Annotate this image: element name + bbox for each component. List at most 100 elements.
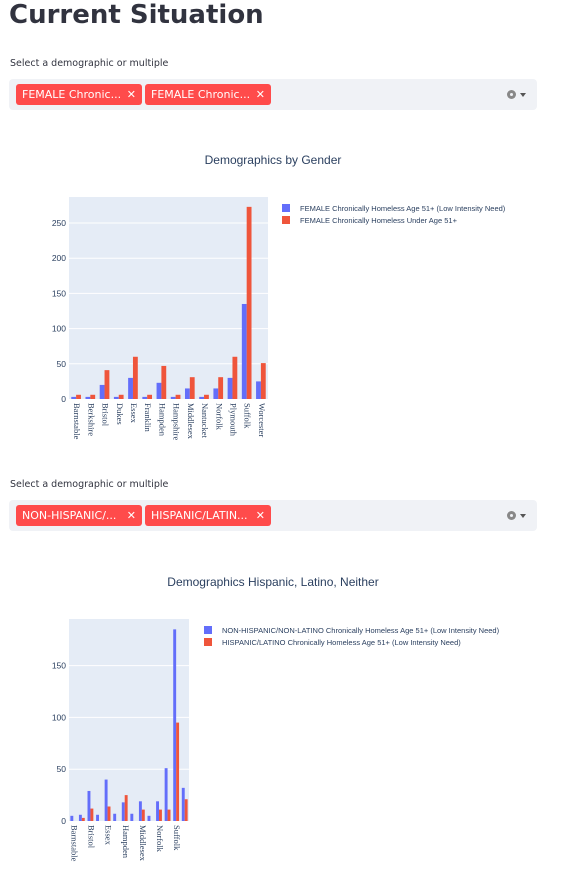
bar [156,801,159,821]
bar [218,377,224,399]
bar [175,394,181,399]
selected-chip[interactable]: FEMALE Chronic... ✕ [145,84,271,105]
bar [130,813,134,821]
bar [85,396,91,399]
x-tick-label: Franklin [143,403,153,433]
bar [124,795,128,821]
page-title: Current Situation [9,0,264,30]
clear-all-icon[interactable] [507,511,516,520]
x-tick-label: Dukes [115,403,125,425]
bar [70,815,74,821]
bar [142,396,148,399]
selected-chip[interactable]: NON-HISPANIC/... ✕ [16,505,142,526]
y-tick-label: 250 [52,218,66,228]
bar [118,394,124,399]
bar [164,768,168,821]
y-tick-label: 100 [52,712,66,722]
chart-title: Demographics Hispanic, Latino, Neither [167,575,378,589]
bar [176,722,180,821]
selected-chip[interactable]: HISPANIC/LATIN... ✕ [145,505,271,526]
x-tick-label: Essex [104,825,114,846]
chip-label: FEMALE Chronic... [151,88,251,101]
x-tick-label: Bristol [101,403,111,427]
chevron-down-icon[interactable] [520,93,526,97]
plot-area [69,619,189,821]
x-tick-label: Bristol [86,825,96,849]
legend-label: FEMALE Chronically Homeless Age 51+ (Low… [300,204,506,213]
bar [246,206,252,399]
bar [113,396,119,399]
demographic-select-label: Select a demographic or multiple [10,58,169,69]
x-tick-label: Plymouth [229,403,239,437]
chip-remove-icon[interactable]: ✕ [126,88,136,101]
demographic-multiselect[interactable]: FEMALE Chronic... ✕ FEMALE Chronic... ✕ [9,79,537,110]
legend-label: HISPANIC/LATINO Chronically Homeless Age… [222,638,461,647]
chip-remove-icon[interactable]: ✕ [255,88,265,101]
bar [78,814,82,821]
legend-swatch [204,626,212,634]
bar [90,808,94,821]
bar [167,809,171,821]
bar [199,396,205,399]
bar [170,396,176,399]
legend-label: NON-HISPANIC/NON-LATINO Chronically Home… [222,626,500,635]
gender-bar-chart: Demographics by Gender 0 50 100 150 200 250 Bar… [52,153,506,441]
chip-label: NON-HISPANIC/... [22,509,117,522]
x-tick-label: Middlesex [186,403,196,440]
bar [141,809,145,821]
bar [159,809,162,821]
bar [227,377,233,399]
demographic-multiselect[interactable]: NON-HISPANIC/... ✕ HISPANIC/LATIN... ✕ [9,500,537,531]
x-tick-label: Hampden [157,403,167,437]
y-tick-label: 50 [57,764,67,774]
bar [104,779,108,821]
x-tick-label: Worcester [257,403,267,437]
bar [113,813,117,821]
x-tick-label: Berkshire [86,403,96,436]
bar [104,370,110,399]
bar [184,388,190,399]
bar [256,381,261,399]
bar [213,388,219,399]
legend-swatch [282,204,290,212]
chart-title: Demographics by Gender [205,153,342,167]
selected-chip[interactable]: FEMALE Chronic... ✕ [16,84,142,105]
x-tick-label: Barnstable [72,403,82,440]
ethnicity-bar-chart: Demographics Hispanic, Latino, Neither 0 5… [52,575,500,862]
clear-all-icon[interactable] [507,90,516,99]
bar [99,384,105,399]
bar [147,394,153,399]
bar [132,356,138,399]
x-tick-label: Nantucket [200,403,210,439]
bar [71,396,77,399]
chip-remove-icon[interactable]: ✕ [126,509,136,522]
bar [147,815,151,821]
x-tick-label: Suffolk [172,825,182,851]
chevron-down-icon[interactable] [520,514,526,518]
bar [96,814,99,821]
bar [241,303,247,399]
x-tick-label: Middlesex [138,825,148,862]
bar [81,817,85,821]
y-tick-label: 150 [52,661,66,671]
demographic-select-label: Select a demographic or multiple [10,479,169,490]
y-tick-label: 100 [52,324,66,334]
plot-area [69,197,268,399]
bar [181,787,185,821]
bar [204,394,209,399]
y-tick-label: 50 [57,359,67,369]
bar [87,790,91,821]
bar [173,629,177,821]
y-tick-label: 200 [52,253,66,263]
x-tick-label: Barnstable [69,825,79,862]
y-tick-label: 0 [61,816,66,826]
legend-label: FEMALE Chronically Homeless Under Age 51… [300,216,458,225]
chip-remove-icon[interactable]: ✕ [255,509,265,522]
x-tick-label: Norfolk [155,825,165,853]
x-tick-label: Norfolk [214,403,224,431]
chip-label: HISPANIC/LATIN... [151,509,248,522]
bar [90,394,96,399]
x-tick-label: Hampshire [172,403,182,441]
legend-swatch [282,216,290,224]
y-tick-label: 0 [61,394,66,404]
